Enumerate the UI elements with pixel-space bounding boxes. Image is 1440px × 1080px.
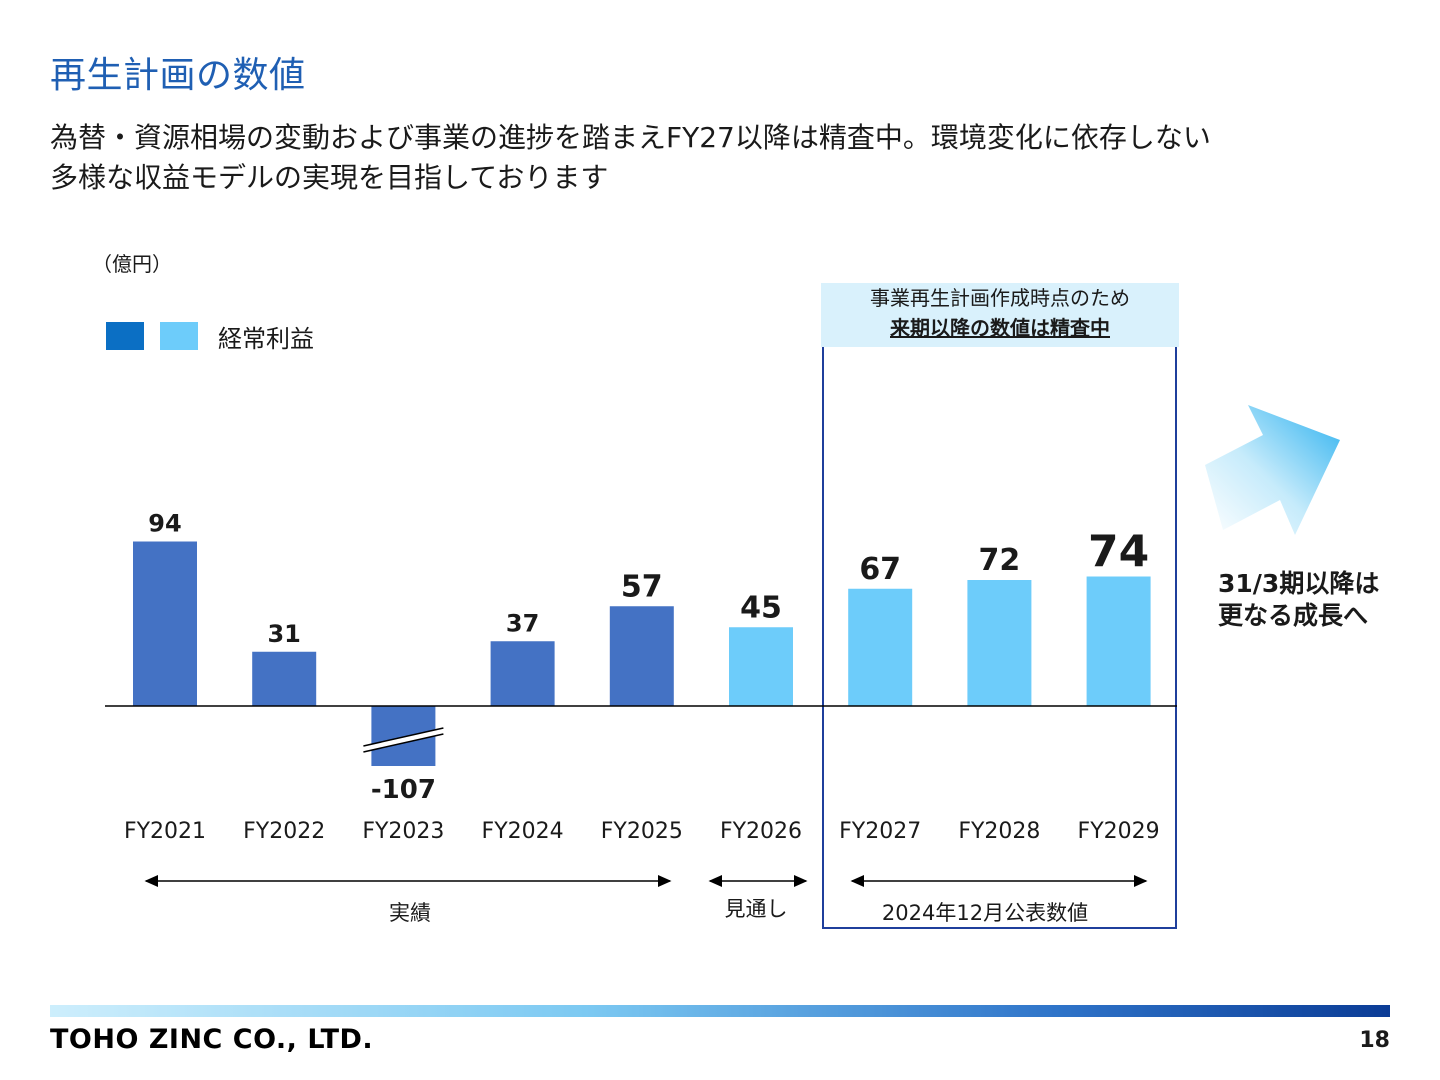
subtitle-line-1: 為替・資源相場の変動および事業の進捗を踏まえFY27以降は精査中。環境変化に依存… xyxy=(50,121,1211,154)
bar-fy2028 xyxy=(967,580,1032,706)
bar-fy2029 xyxy=(1086,576,1151,706)
bar-chart: 94 FY2021 31 FY2022 -107 FY2023 37 FY2024 57 FY20… xyxy=(105,510,1177,887)
bar-fy2022 xyxy=(252,651,317,706)
growth-text-line-2: 更なる成長へ xyxy=(1218,601,1369,630)
category-label-fy2026: FY2026 xyxy=(720,819,802,844)
growth-text-line-1: 31/3期以降は xyxy=(1218,569,1380,598)
page-subtitle: 為替・資源相場の変動および事業の進捗を踏まえFY27以降は精査中。環境変化に依存… xyxy=(50,118,1410,198)
subtitle-line-2: 多様な収益モデルの実現を目指しております xyxy=(50,161,609,194)
category-label-fy2025: FY2025 xyxy=(601,819,683,844)
category-label-fy2021: FY2021 xyxy=(124,819,206,844)
value-label-fy2024: 37 xyxy=(506,609,539,637)
value-label-fy2029: 74 xyxy=(1088,527,1149,578)
value-label-fy2023: -107 xyxy=(371,775,436,805)
legend: 経常利益 xyxy=(106,320,314,353)
category-label-fy2024: FY2024 xyxy=(482,819,564,844)
category-label-fy2029: FY2029 xyxy=(1078,819,1160,844)
period-label-plan: 2024年12月公表数値 xyxy=(881,901,1089,925)
category-label-fy2027: FY2027 xyxy=(839,819,921,844)
category-label-fy2023: FY2023 xyxy=(362,819,444,844)
legend-label: 経常利益 xyxy=(218,324,314,353)
bar-fy2026 xyxy=(729,627,793,706)
category-label-fy2022: FY2022 xyxy=(243,819,325,844)
period-label-actual: 実績 xyxy=(389,901,431,925)
legend-swatch-actual xyxy=(106,322,144,350)
axis-break-line-2 xyxy=(363,733,444,753)
category-label-fy2028: FY2028 xyxy=(958,819,1040,844)
growth-arrow-icon xyxy=(1205,405,1340,535)
value-label-fy2022: 31 xyxy=(267,620,300,648)
unit-label: （億円） xyxy=(92,252,172,276)
page-number: 18 xyxy=(1359,1028,1390,1053)
plan-frame xyxy=(822,347,1177,929)
period-label-forecast: 見通し xyxy=(724,897,788,921)
growth-text: 31/3期以降は 更なる成長へ xyxy=(1218,568,1379,632)
axis-break-line-1 xyxy=(363,727,444,747)
page-title: 再生計画の数値 xyxy=(50,55,306,96)
bar-fy2027 xyxy=(848,588,913,706)
bar-fy2021 xyxy=(133,541,197,706)
plan-note: 事業再生計画作成時点のため 来期以降の数値は精査中 xyxy=(821,283,1179,347)
bar-fy2024 xyxy=(490,641,555,706)
axis-break-gap xyxy=(363,728,444,752)
value-label-fy2026: 45 xyxy=(740,590,782,625)
value-label-fy2021: 94 xyxy=(148,510,181,538)
footer-bar xyxy=(50,1005,1390,1017)
plan-note-line-1: 事業再生計画作成時点のため xyxy=(870,286,1130,310)
legend-swatch-forecast xyxy=(160,322,198,350)
company-logo: TOHO ZINC CO., LTD. xyxy=(50,1024,374,1055)
bar-fy2025 xyxy=(609,606,674,706)
value-label-fy2028: 72 xyxy=(979,543,1021,578)
plan-note-line-2: 来期以降の数値は精査中 xyxy=(890,316,1110,340)
value-label-fy2027: 67 xyxy=(859,552,901,587)
value-label-fy2025: 57 xyxy=(621,569,663,604)
